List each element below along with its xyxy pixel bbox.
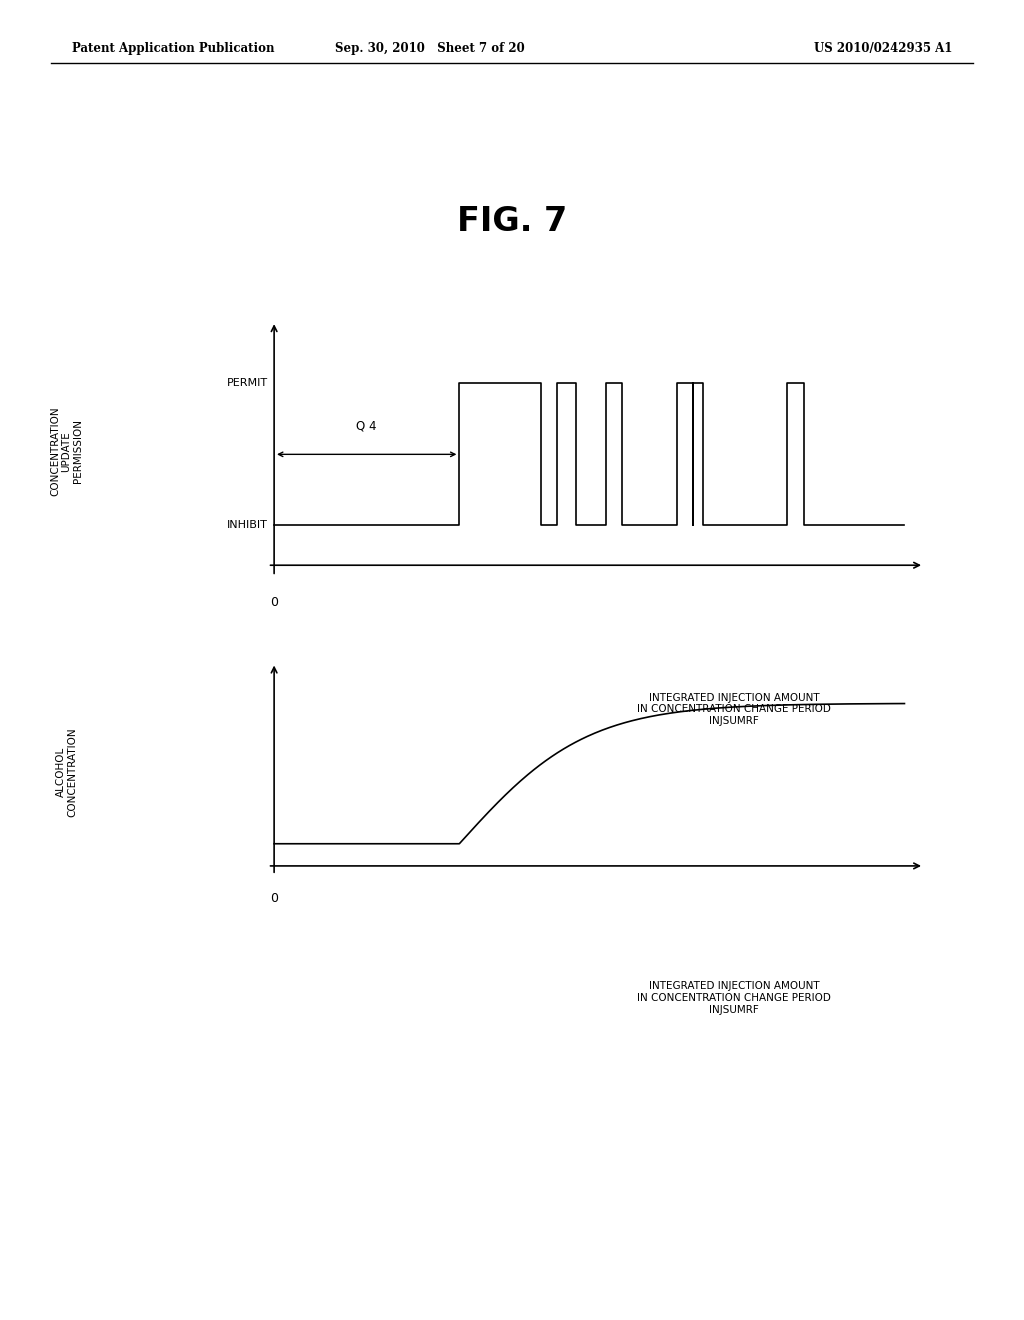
Text: 0: 0 (270, 597, 279, 610)
Text: FIG. 7: FIG. 7 (457, 205, 567, 238)
Text: CONCENTRATION
UPDATE
PERMISSION: CONCENTRATION UPDATE PERMISSION (50, 407, 83, 496)
Text: 0: 0 (270, 892, 279, 904)
Text: Patent Application Publication: Patent Application Publication (72, 41, 274, 54)
Text: ALCOHOL
CONCENTRATION: ALCOHOL CONCENTRATION (55, 727, 78, 817)
Text: PERMIT: PERMIT (226, 379, 267, 388)
Text: Q 4: Q 4 (356, 420, 377, 432)
Text: INHIBIT: INHIBIT (226, 520, 267, 531)
Text: US 2010/0242935 A1: US 2010/0242935 A1 (814, 41, 952, 54)
Text: INTEGRATED INJECTION AMOUNT
IN CONCENTRATION CHANGE PERIOD
INJSUMRF: INTEGRATED INJECTION AMOUNT IN CONCENTRA… (637, 693, 831, 726)
Text: Sep. 30, 2010   Sheet 7 of 20: Sep. 30, 2010 Sheet 7 of 20 (335, 41, 525, 54)
Text: INTEGRATED INJECTION AMOUNT
IN CONCENTRATION CHANGE PERIOD
INJSUMRF: INTEGRATED INJECTION AMOUNT IN CONCENTRA… (637, 982, 831, 1015)
